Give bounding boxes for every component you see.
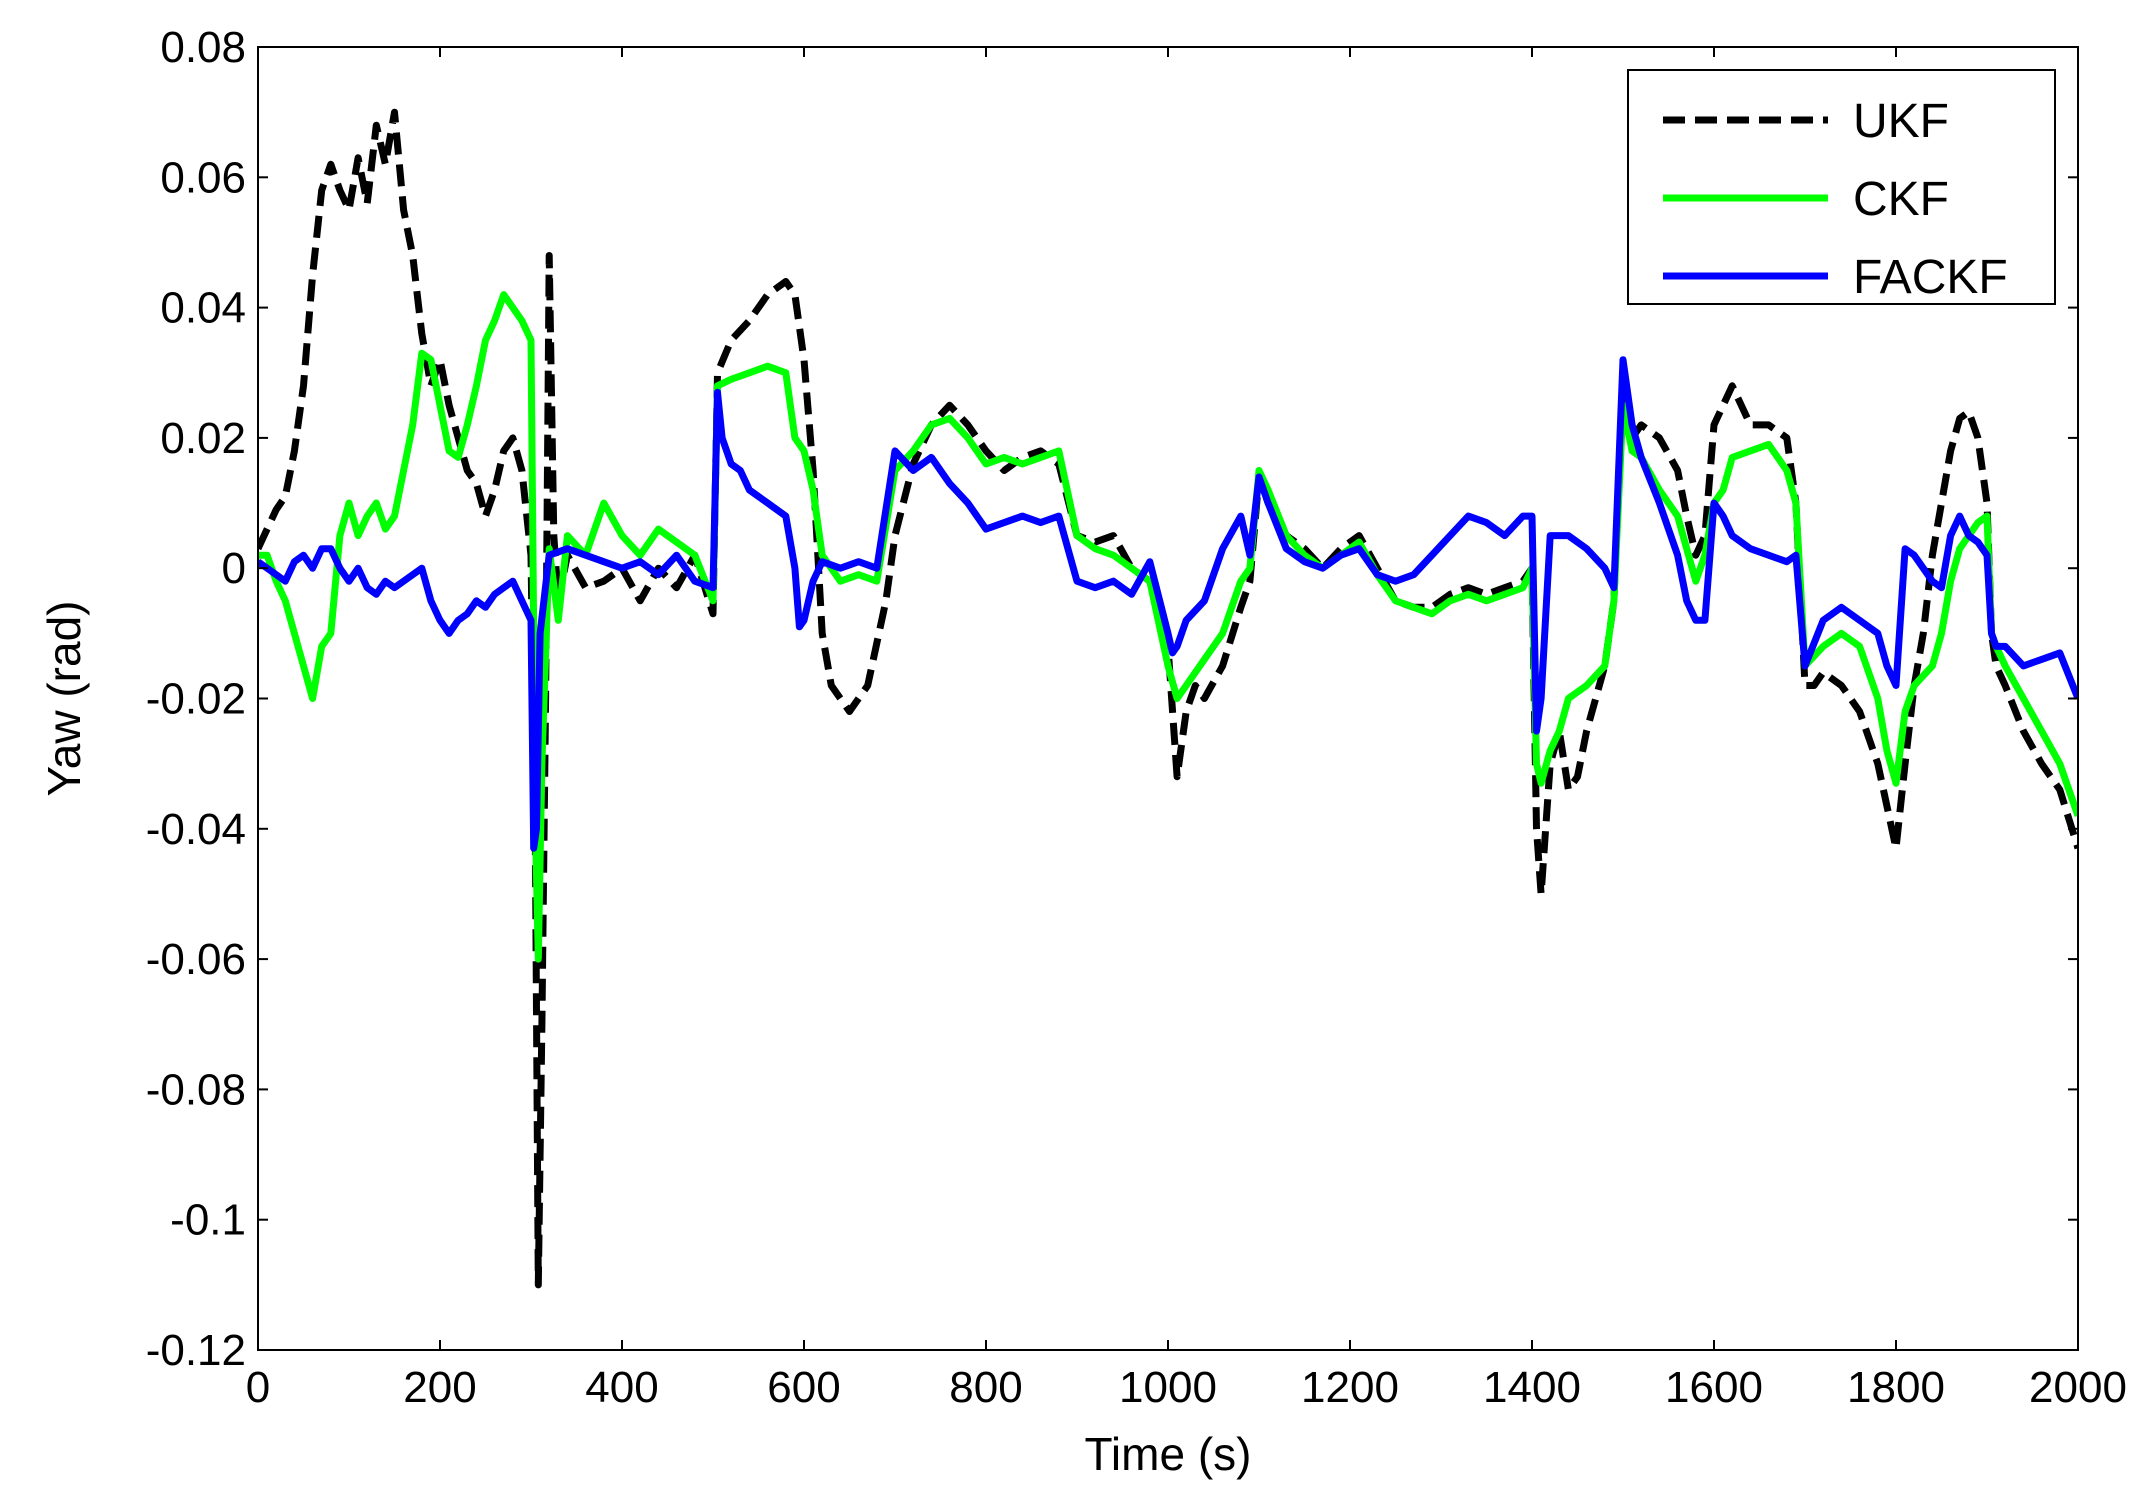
x-tick-label: 1400 (1483, 1363, 1581, 1412)
y-tick-label: -0.02 (146, 675, 246, 724)
plot-series (258, 108, 2078, 1289)
x-tick-label: 1200 (1301, 1363, 1399, 1412)
y-tick-label: 0.04 (160, 284, 246, 333)
y-tick-label: -0.04 (146, 805, 246, 854)
x-axis-title: Time (s) (1085, 1428, 1252, 1480)
x-tick-label: 1600 (1665, 1363, 1763, 1412)
legend-label-ukf: UKF (1853, 95, 1949, 148)
series-line-fackf (258, 356, 2078, 852)
x-tick-label: 0 (246, 1363, 270, 1412)
y-tick-label: 0.06 (160, 153, 246, 202)
y-tick-label: -0.06 (146, 935, 246, 984)
x-tick-label: 800 (949, 1363, 1022, 1412)
x-tick-label: 400 (585, 1363, 658, 1412)
y-tick-label: 0.02 (160, 414, 246, 463)
legend: UKF CKF FACKF (1627, 69, 2056, 305)
x-tick-label: 1800 (1847, 1363, 1945, 1412)
x-tick-label: 1000 (1119, 1363, 1217, 1412)
y-tick-labels: 0.08 0.06 0.04 0.02 0 -0.02 -0.04 -0.06 -0.08 -0.… (146, 23, 246, 1375)
legend-box (1627, 69, 2056, 305)
legend-label-fackf: FACKF (1853, 251, 2008, 304)
x-tick-label: 200 (403, 1363, 476, 1412)
x-tick-labels: 0 200 400 600 800 1000 1200 1400 1600 1800 2000 (246, 1363, 2127, 1412)
y-tick-label: -0.08 (146, 1065, 246, 1114)
y-tick-label: 0 (222, 544, 246, 593)
y-tick-label: 0.08 (160, 23, 246, 72)
x-tick-label: 2000 (2029, 1363, 2127, 1412)
y-tick-label: -0.1 (170, 1196, 246, 1245)
x-tick-label: 600 (767, 1363, 840, 1412)
legend-label-ckf: CKF (1853, 173, 1949, 226)
y-tick-label: -0.12 (146, 1326, 246, 1375)
y-axis-title: Yaw (rad) (38, 601, 90, 797)
axis-ticks (257, 46, 2079, 1351)
